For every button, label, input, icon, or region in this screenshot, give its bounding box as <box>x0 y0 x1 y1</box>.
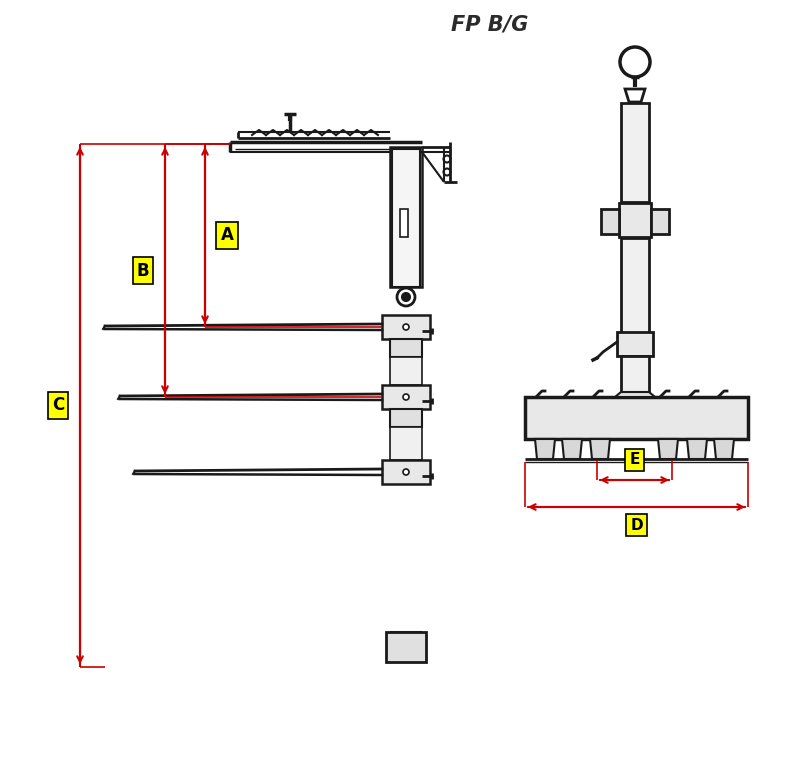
Polygon shape <box>590 439 610 459</box>
Circle shape <box>403 394 409 400</box>
Bar <box>382 460 430 484</box>
Polygon shape <box>687 439 707 459</box>
Bar <box>390 147 422 287</box>
Bar <box>390 409 422 427</box>
Circle shape <box>397 288 415 306</box>
Circle shape <box>620 47 650 77</box>
Bar <box>390 357 422 385</box>
Bar <box>621 238 649 342</box>
Circle shape <box>402 293 410 301</box>
Bar <box>382 385 430 409</box>
Bar <box>621 356 649 392</box>
Bar <box>651 209 669 234</box>
Polygon shape <box>615 392 655 397</box>
Text: D: D <box>630 518 643 532</box>
Polygon shape <box>625 89 645 102</box>
Bar <box>601 209 619 234</box>
Bar <box>392 149 420 287</box>
Bar <box>617 332 653 356</box>
Bar <box>621 103 649 202</box>
Bar <box>390 427 422 460</box>
Text: E: E <box>630 453 640 468</box>
Polygon shape <box>535 439 555 459</box>
Text: A: A <box>221 226 234 245</box>
Bar <box>386 632 426 662</box>
Polygon shape <box>658 439 678 459</box>
Text: FP B/G: FP B/G <box>451 14 529 34</box>
Bar <box>400 209 408 237</box>
Polygon shape <box>562 439 582 459</box>
Circle shape <box>403 324 409 330</box>
Text: C: C <box>52 397 64 415</box>
Bar <box>619 203 651 237</box>
Bar <box>525 397 748 439</box>
Bar <box>382 315 430 339</box>
Circle shape <box>403 469 409 475</box>
Bar <box>390 339 422 357</box>
Text: B: B <box>137 261 150 279</box>
Polygon shape <box>714 439 734 459</box>
